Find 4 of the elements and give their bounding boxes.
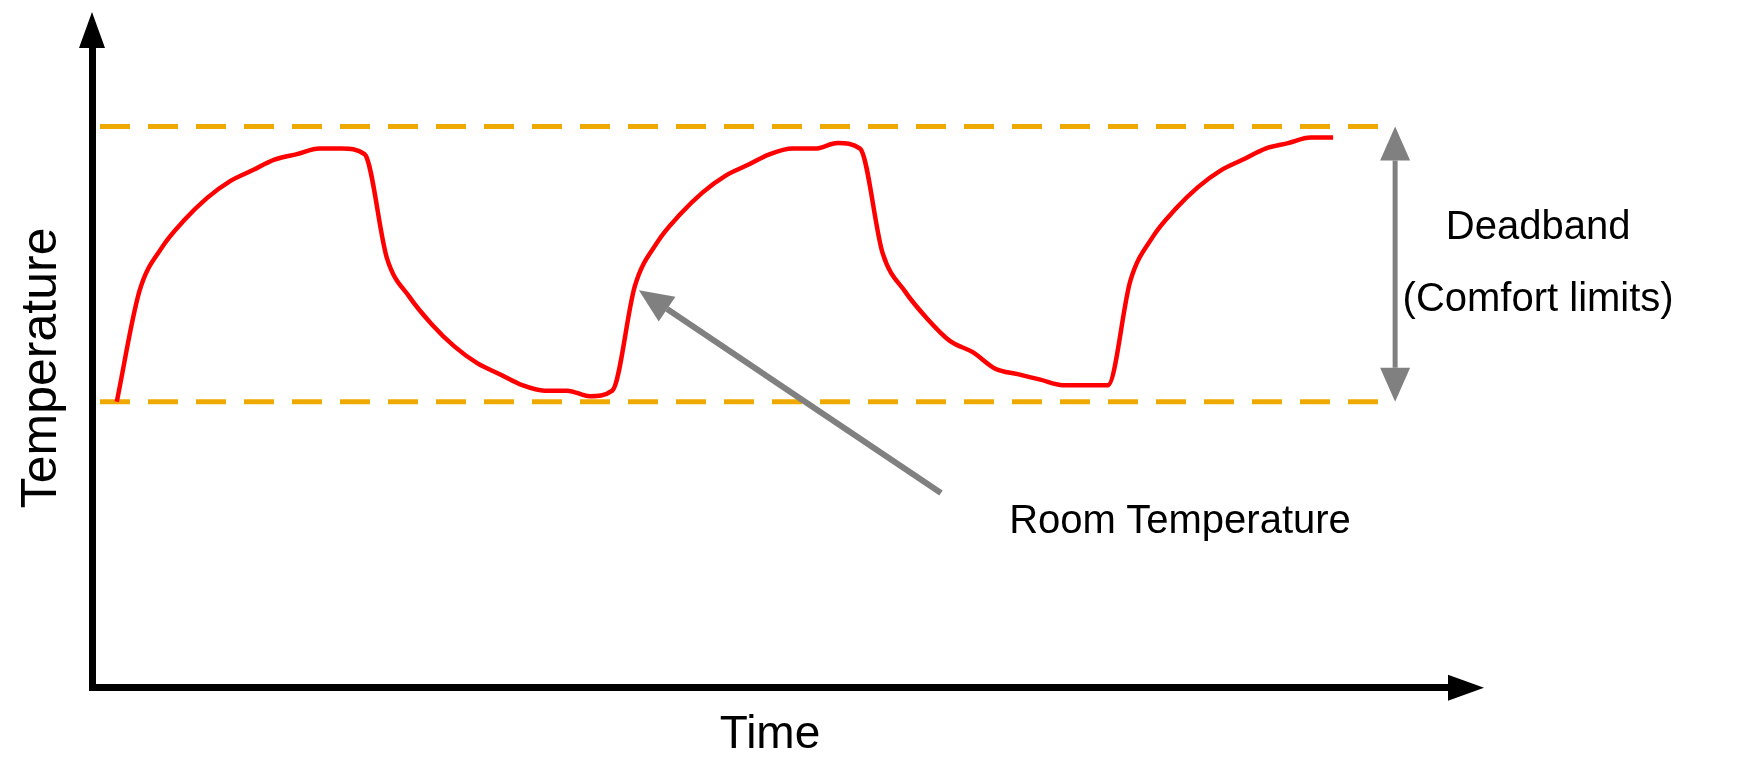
text: Deadband (Comfort limits): [1402, 203, 1674, 320]
annotation: Room Temperature: [1009, 497, 1351, 542]
y-axis-title: Temperature: [10, 227, 67, 509]
x-axis-title: Time: [719, 706, 821, 759]
